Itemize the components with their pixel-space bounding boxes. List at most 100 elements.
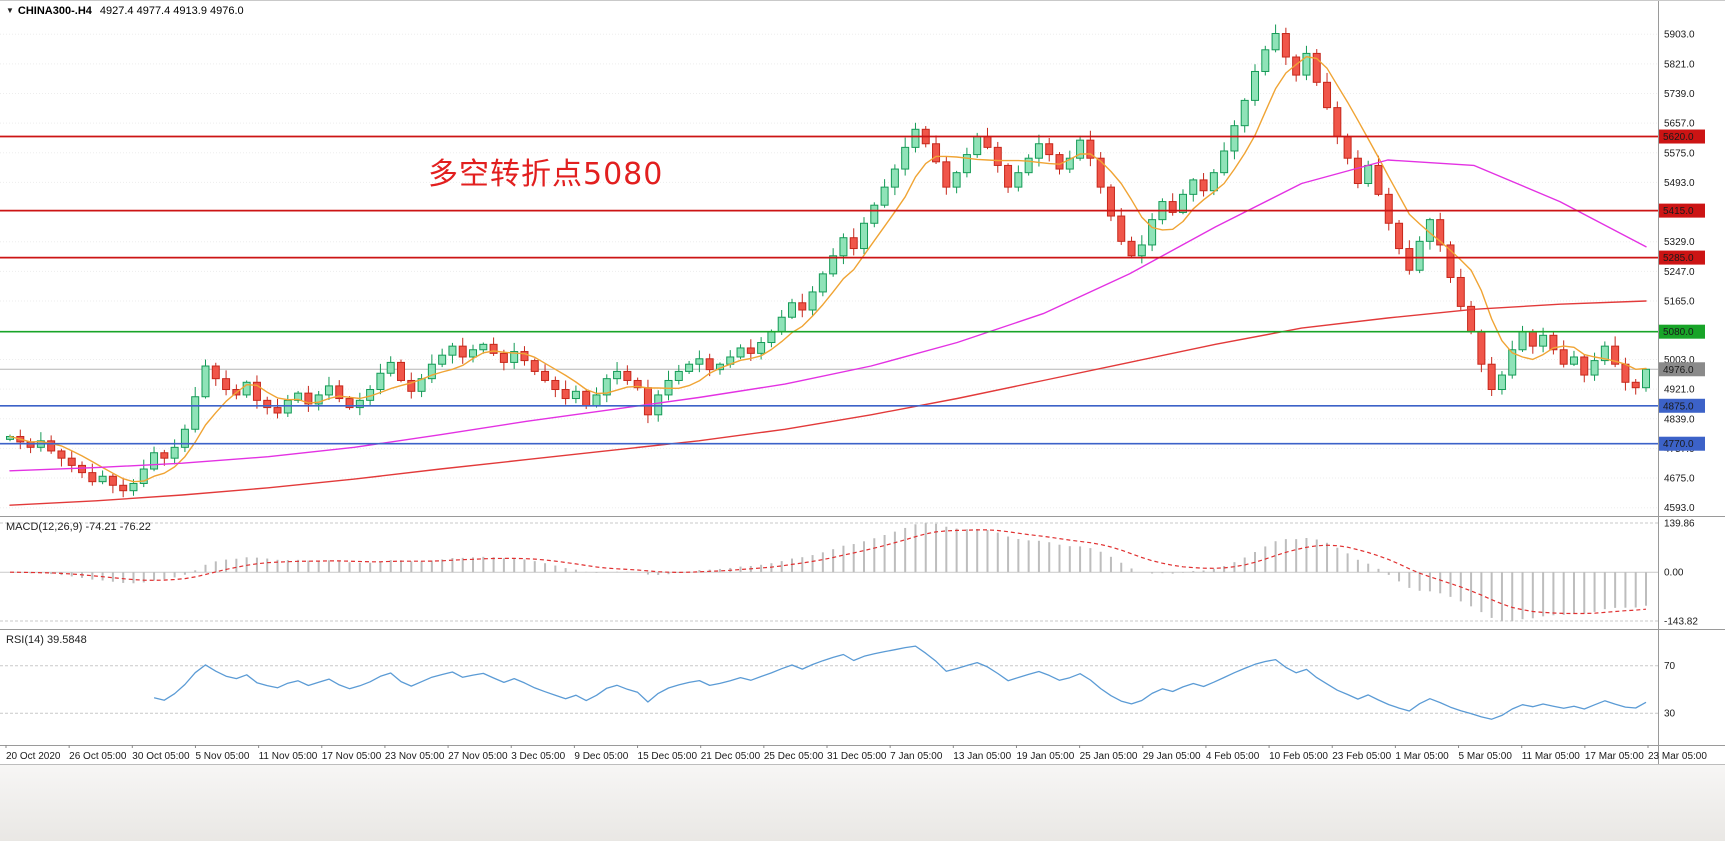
- candle: [777, 316, 786, 333]
- time-axis-label: 23 Nov 05:00: [385, 751, 445, 762]
- candle: [458, 345, 467, 358]
- time-axis-label: 13 Jan 05:00: [953, 751, 1011, 762]
- candle: [448, 345, 457, 356]
- candle: [1004, 164, 1013, 188]
- candle: [1642, 368, 1650, 389]
- candle: [160, 452, 169, 459]
- candle: [582, 390, 591, 407]
- candle: [962, 154, 971, 174]
- time-axis-label: 5 Mar 05:00: [1459, 751, 1513, 762]
- candle: [129, 482, 138, 492]
- symbol-title[interactable]: CHINA300-.H4: [17, 5, 92, 17]
- candle: [304, 392, 313, 405]
- candle: [1549, 334, 1558, 351]
- candle: [98, 475, 107, 483]
- level-badge-5285.0-text: 5285.0: [1663, 253, 1694, 264]
- candle: [1631, 381, 1640, 389]
- candle: [26, 441, 35, 448]
- candle: [1024, 157, 1033, 174]
- price-chart-canvas[interactable]: 5903.0 5821.0 5739.0 5657.0 5575.0 5493.0 5329…: [0, 1, 1725, 764]
- time-axis-label: 27 Nov 05:00: [448, 751, 508, 762]
- candle: [314, 394, 323, 405]
- symbol-dropdown-icon[interactable]: ▼: [6, 6, 14, 15]
- candle: [932, 143, 941, 163]
- candle: [294, 392, 303, 401]
- candle: [1055, 154, 1064, 170]
- candle: [1333, 107, 1342, 138]
- time-axis-label: 19 Jan 05:00: [1016, 751, 1074, 762]
- horizontal-levels: [0, 135, 1658, 445]
- candle: [643, 387, 652, 416]
- time-axis-label: 31 Dec 05:00: [827, 751, 887, 762]
- candle: [1487, 363, 1496, 391]
- candle: [386, 361, 395, 374]
- candle: [1230, 125, 1239, 152]
- rsi-line: [153, 645, 1647, 720]
- candles: [6, 24, 1650, 498]
- candle: [1518, 331, 1527, 351]
- candle: [613, 370, 622, 380]
- price-tick-label: 5903.0: [1664, 30, 1695, 41]
- candle: [191, 396, 200, 430]
- candle: [633, 379, 642, 389]
- candle: [829, 255, 838, 275]
- candle: [983, 136, 992, 148]
- candle: [1384, 193, 1393, 224]
- candle: [1528, 331, 1537, 347]
- candle: [1014, 172, 1023, 188]
- candle: [396, 361, 405, 381]
- candle: [1199, 179, 1208, 192]
- ma-mid-line: [9, 159, 1647, 472]
- candle: [1096, 157, 1105, 188]
- candle: [1446, 244, 1455, 278]
- candle: [355, 399, 364, 409]
- candle: [1600, 345, 1609, 362]
- candle: [345, 398, 354, 409]
- level-badge-4875.0-text: 4875.0: [1663, 401, 1694, 412]
- time-axis-label: 29 Jan 05:00: [1143, 751, 1201, 762]
- price-tick-label: 5003.0: [1664, 355, 1695, 366]
- candle: [654, 394, 663, 416]
- candle: [787, 302, 796, 318]
- macd-axis-max: 139.86: [1664, 519, 1695, 530]
- price-tick-label: 4921.0: [1664, 385, 1695, 396]
- candle: [1137, 244, 1146, 257]
- macd-signal-line: [9, 529, 1647, 615]
- time-axis-label: 3 Dec 05:00: [511, 751, 565, 762]
- candle: [489, 343, 498, 354]
- macd-histogram: [19, 523, 1647, 621]
- candle: [1106, 186, 1115, 217]
- candle: [705, 358, 714, 371]
- candle: [561, 389, 570, 400]
- candle: [1189, 179, 1198, 195]
- candle: [1312, 52, 1321, 83]
- candle: [438, 354, 447, 365]
- candle: [1456, 276, 1465, 307]
- candle: [685, 363, 694, 372]
- candle: [88, 472, 97, 483]
- candle: [222, 378, 231, 391]
- candle: [839, 237, 848, 257]
- candle: [108, 475, 117, 486]
- candle: [736, 347, 745, 358]
- candle: [1117, 215, 1126, 242]
- candle: [767, 331, 776, 344]
- candle: [427, 363, 436, 380]
- candle: [973, 136, 982, 156]
- candle: [211, 365, 220, 380]
- ma-fast-line: [9, 56, 1647, 483]
- candle: [1343, 136, 1352, 159]
- price-scale: 5903.0 5821.0 5739.0 5657.0 5575.0 5493.0 5329…: [0, 1, 1725, 764]
- candle: [57, 450, 66, 459]
- candle: [242, 381, 251, 396]
- candle: [1302, 52, 1311, 76]
- candle: [510, 351, 519, 363]
- candle: [530, 360, 539, 372]
- candle: [818, 273, 827, 293]
- level-badge-4875.0: [1659, 398, 1705, 413]
- indicator-panes: [0, 522, 1658, 720]
- candle: [870, 204, 879, 224]
- candle: [1045, 143, 1054, 156]
- candle: [283, 399, 292, 414]
- candle: [180, 428, 189, 448]
